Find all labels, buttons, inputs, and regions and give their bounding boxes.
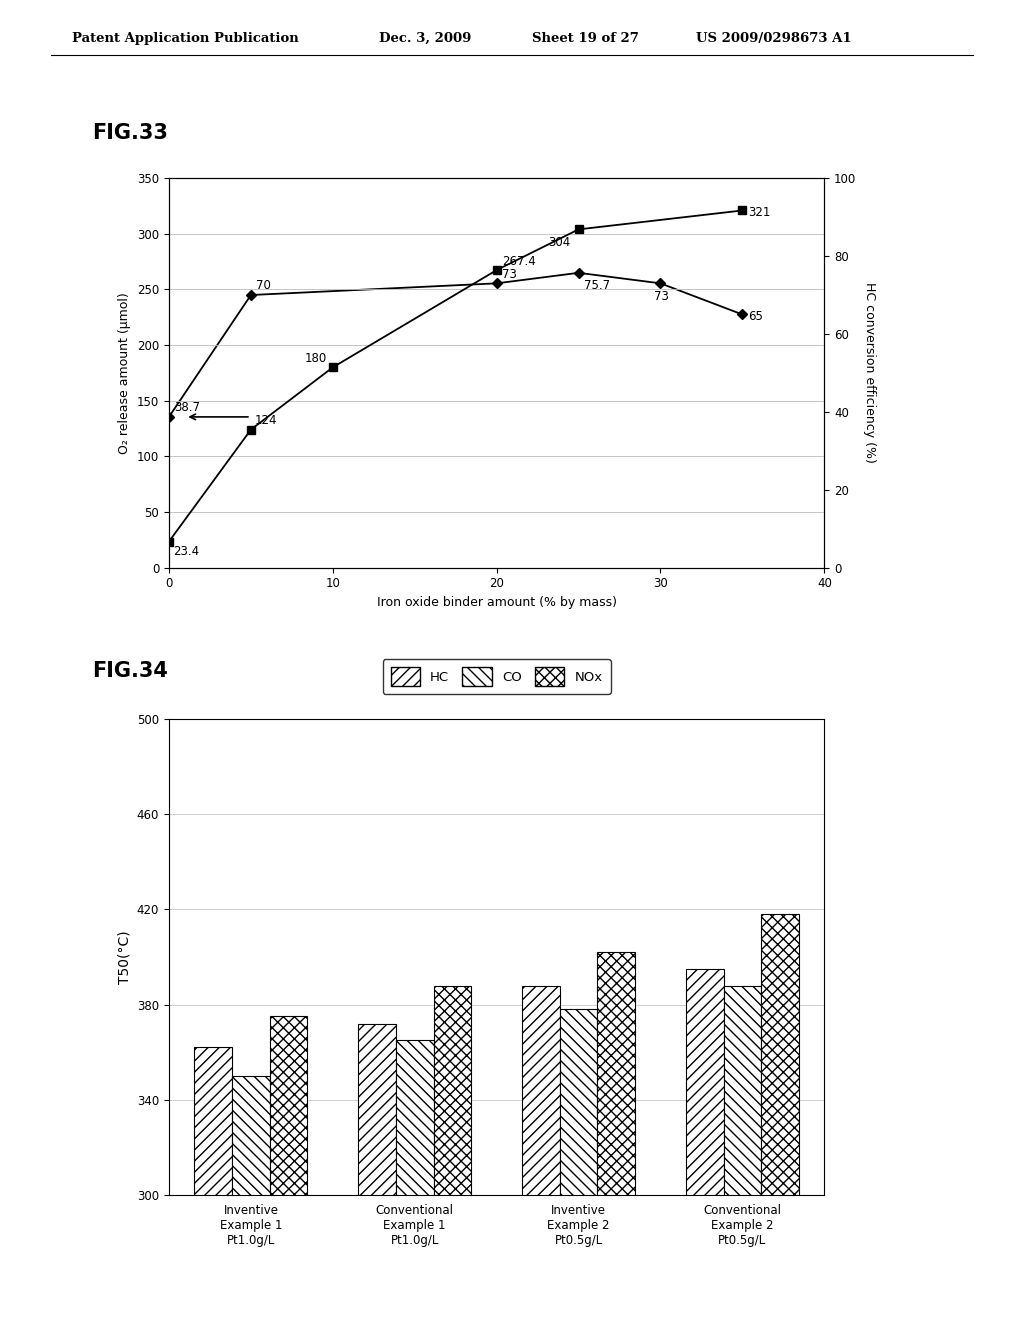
Legend: HC, CO, NOx: HC, CO, NOx <box>383 659 610 694</box>
Bar <box>358 1023 396 1320</box>
Y-axis label: HC conversion efficiency (%): HC conversion efficiency (%) <box>863 282 876 463</box>
Text: 73: 73 <box>653 290 669 304</box>
Text: Dec. 3, 2009: Dec. 3, 2009 <box>379 32 471 45</box>
Bar <box>396 1040 433 1320</box>
Text: 70: 70 <box>256 280 271 293</box>
Text: Patent Application Publication: Patent Application Publication <box>72 32 298 45</box>
Bar <box>560 1010 597 1320</box>
Text: 38.7: 38.7 <box>174 401 201 414</box>
Bar <box>597 952 635 1320</box>
Y-axis label: T50(°C): T50(°C) <box>118 931 131 983</box>
Text: 23.4: 23.4 <box>173 545 200 558</box>
Y-axis label: O₂ release amount (μmol): O₂ release amount (μmol) <box>119 292 131 454</box>
Bar <box>195 1047 232 1320</box>
Bar <box>522 986 560 1320</box>
Text: 65: 65 <box>748 310 763 323</box>
Text: 124: 124 <box>255 414 278 428</box>
Text: FIG.33: FIG.33 <box>92 123 168 143</box>
Bar <box>761 915 799 1320</box>
Text: FIG.34: FIG.34 <box>92 661 168 681</box>
Text: 267.4: 267.4 <box>502 255 536 268</box>
Text: 75.7: 75.7 <box>584 280 610 293</box>
Bar <box>686 969 724 1320</box>
Text: 304: 304 <box>548 236 570 249</box>
X-axis label: Iron oxide binder amount (% by mass): Iron oxide binder amount (% by mass) <box>377 595 616 609</box>
Text: 321: 321 <box>748 206 770 219</box>
Text: Sheet 19 of 27: Sheet 19 of 27 <box>532 32 639 45</box>
Text: 180: 180 <box>305 352 328 364</box>
Bar <box>433 986 471 1320</box>
Text: 73: 73 <box>502 268 517 281</box>
Text: US 2009/0298673 A1: US 2009/0298673 A1 <box>696 32 852 45</box>
Bar <box>269 1016 307 1320</box>
Bar <box>232 1076 269 1320</box>
Bar <box>724 986 761 1320</box>
